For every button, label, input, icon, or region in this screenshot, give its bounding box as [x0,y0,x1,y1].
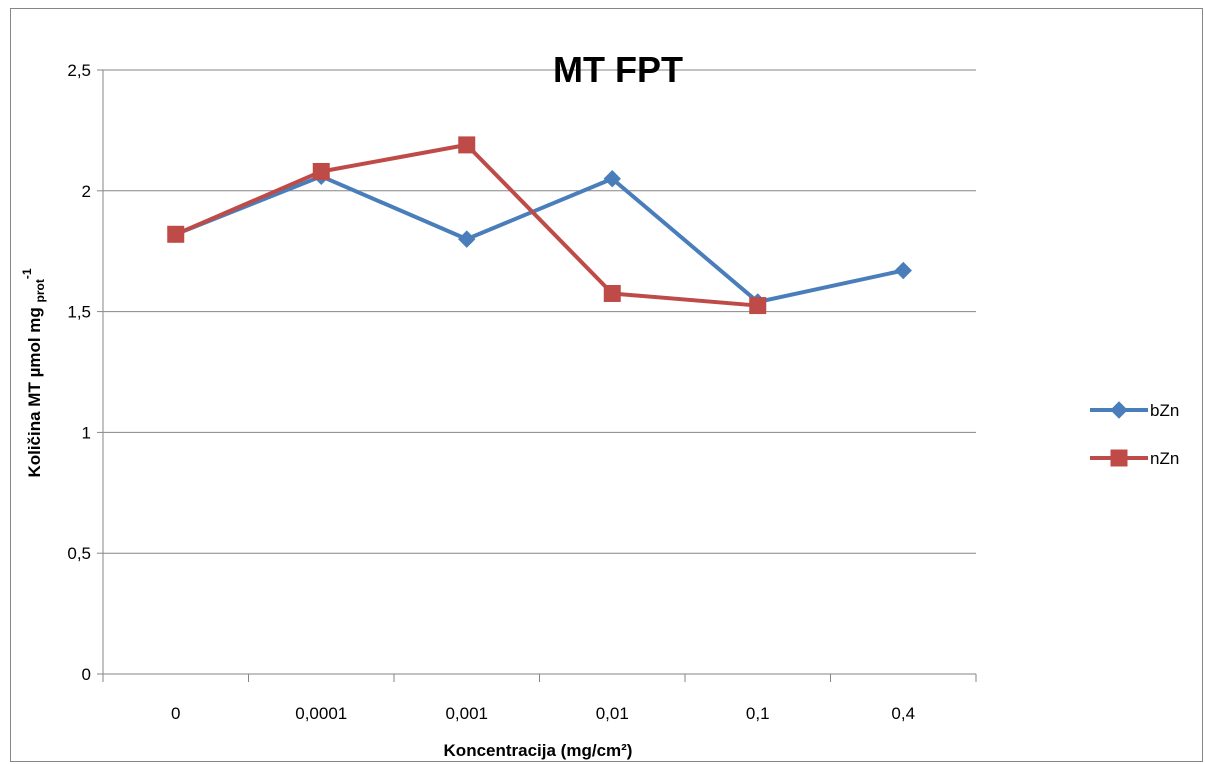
data-point-square [167,225,185,243]
data-point-diamond [603,170,621,188]
y-tick-label: 2,5 [67,61,91,80]
y-axis-title: Količina MT µmol mg prot-1 [20,268,47,477]
series-group [167,136,912,315]
x-tick-label: 0,01 [596,704,629,723]
chart-area [10,8,1203,762]
y-tick-label: 0,5 [67,544,91,563]
data-point-diamond [458,230,476,248]
data-point-square [603,284,621,302]
legend: bZn nZn [1090,401,1179,468]
legend-item-bZn: bZn [1090,401,1179,420]
data-point-diamond [1110,401,1128,419]
legend-item-nZn: nZn [1090,449,1179,468]
x-tick-label: 0 [171,704,180,723]
series-nZn [167,136,767,315]
data-point-diamond [894,261,912,280]
y-tick-labels: 0 0,5 1 1,5 2 2,5 [67,61,91,684]
axes [97,69,977,682]
x-tick-label: 0,1 [746,704,770,723]
x-axis-title: Koncentracija (mg/cm²) [444,741,633,760]
data-point-square [749,297,767,315]
data-point-square [458,136,476,154]
y-tick-label: 1,5 [67,303,91,322]
x-tick-label: 0,4 [891,704,915,723]
x-tick-label: 0,0001 [295,704,347,723]
y-tick-label: 0 [82,665,91,684]
x-tick-labels: 0 0,0001 0,001 0,01 0,1 0,4 [171,704,915,723]
x-tick-label: 0,001 [445,704,488,723]
y-axis-title-superscript: -1 [20,268,34,279]
gridlines [103,69,976,554]
chart-title: MT FPT [553,49,683,90]
y-tick-label: 1 [82,423,91,442]
legend-label: bZn [1150,401,1179,420]
series-line [175,174,904,304]
legend-label: nZn [1150,449,1179,468]
data-point-square [312,162,330,180]
y-axis-title-main: Količina MT µmol mg [25,302,44,477]
data-point-square [1110,449,1128,467]
y-tick-label: 2 [82,182,91,201]
series-line [174,142,758,308]
y-axis-title-subscript: prot [33,279,47,302]
